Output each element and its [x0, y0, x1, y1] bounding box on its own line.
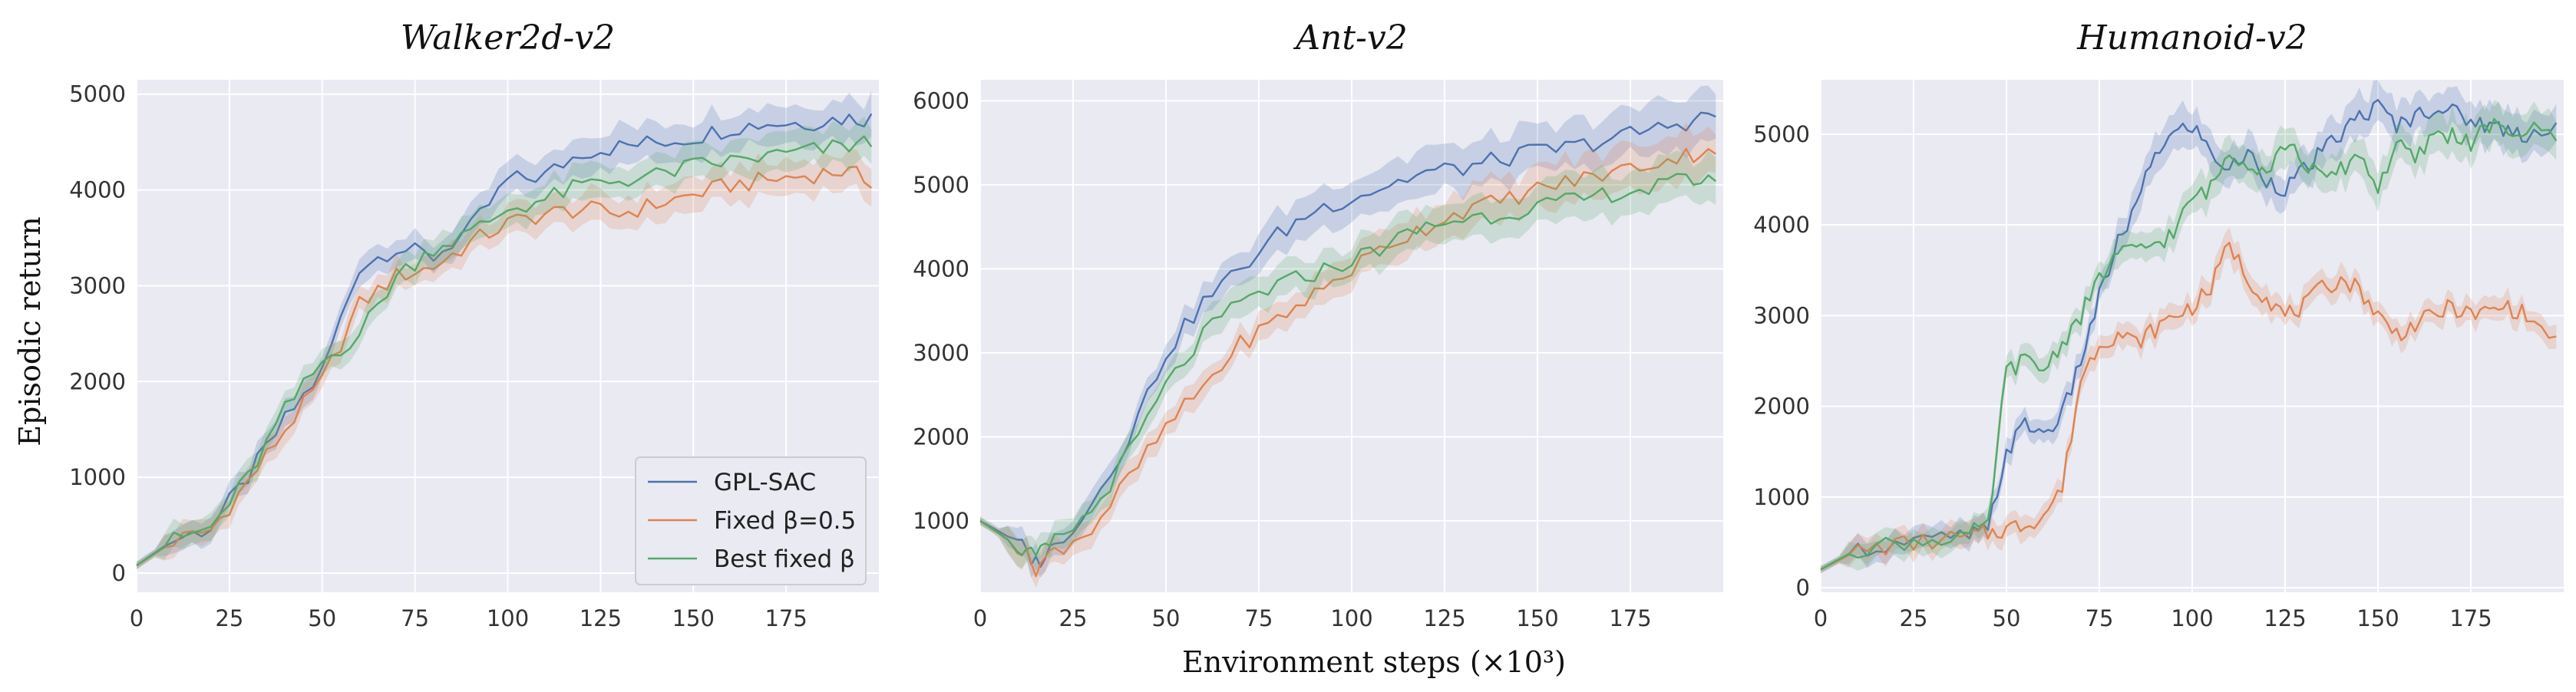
series-line: [1820, 117, 2558, 571]
x-tick-label: 0: [1814, 605, 1828, 631]
y-tick-label: 3000: [1753, 302, 1810, 328]
series-band: [1821, 80, 2557, 573]
x-tick-label: 50: [1993, 605, 2021, 631]
y-tick-label: 1000: [913, 508, 969, 534]
series-band: [980, 150, 1716, 571]
x-tick-label: 150: [2356, 605, 2399, 631]
series-line: [979, 173, 1717, 557]
series-band: [1821, 100, 2557, 574]
x-tick-label: 150: [672, 605, 715, 631]
legend-label-gpl: GPL-SAC: [714, 469, 816, 496]
y-tick-label: 1000: [69, 464, 126, 490]
x-tick-label: 100: [2171, 605, 2213, 631]
y-tick-label: 3000: [913, 340, 969, 366]
x-tick-label: 0: [973, 605, 987, 631]
x-tick-label: 50: [308, 605, 336, 631]
panel-2: 0 25 50 75 100 125 150 175 0 1000 2000 3000 4000 5000…: [1753, 18, 2564, 631]
x-tick-label: 150: [1516, 605, 1558, 631]
series-line: [136, 166, 873, 567]
panels: 0 25 50 75 100 125 150 175010002000300040005000…: [69, 18, 2564, 631]
series-band: [980, 85, 1716, 578]
panel-1: 0 25 50 75 100 125 150 175 1000 2000 3000 4000 5000 6…: [913, 18, 1723, 631]
x-tick-label: 175: [2449, 605, 2492, 631]
chart-title: Ant-v2: [1293, 18, 1408, 58]
x-tick-label: 125: [2264, 605, 2306, 631]
legend-box: [635, 456, 867, 585]
x-tick-label: 125: [1423, 605, 1465, 631]
y-tick-label: 0: [1796, 575, 1810, 601]
y-tick-label: 2000: [1753, 394, 1810, 420]
y-tick-label: 5000: [913, 172, 969, 198]
series-band: [137, 91, 872, 569]
x-axis-label: Environment steps (×10³): [1182, 645, 1566, 679]
series-line: [979, 111, 1716, 568]
y-tick-label: 2000: [69, 368, 126, 394]
series-line: [1820, 242, 2557, 571]
series-line: [1820, 99, 2558, 571]
x-tick-label: 175: [1609, 605, 1651, 631]
y-tick-label: 6000: [913, 87, 969, 114]
legend-label-best: Best fixed β: [714, 545, 855, 573]
panel-0: 0 25 50 75 100 125 150 175 0 1000 2000 3000 4000 5000…: [69, 18, 879, 631]
x-tick-label: 25: [1900, 605, 1928, 631]
chart-title: Walker2d-v2: [401, 18, 615, 58]
x-tick-label: 25: [1059, 605, 1088, 631]
x-tick-label: 50: [1152, 605, 1181, 631]
y-tick-label: 3000: [69, 272, 126, 298]
y-tick-label: 5000: [69, 81, 126, 107]
x-tick-label: 75: [2086, 605, 2114, 631]
x-tick-label: 125: [580, 605, 622, 631]
y-tick-label: 1000: [1753, 484, 1810, 510]
y-tick-label: 2000: [913, 423, 969, 450]
y-tick-label: 4000: [1753, 212, 1810, 238]
y-tick-label: 0: [112, 560, 126, 586]
x-tick-label: 100: [487, 605, 529, 631]
y-tick-label: 4000: [69, 177, 126, 203]
x-tick-label: 75: [1245, 605, 1273, 631]
legend: GPL-SAC Fixed β=0.5 Best fixed β: [635, 456, 867, 585]
legend-label-fixed: Fixed β=0.5: [714, 507, 856, 535]
series-line: [979, 147, 1716, 578]
x-tick-label: 100: [1330, 605, 1372, 631]
series-band: [980, 122, 1716, 588]
series-line: [136, 135, 873, 566]
x-tick-label: 75: [401, 605, 429, 631]
x-tick-label: 0: [130, 605, 144, 631]
series-band: [137, 116, 872, 570]
y-tick-label: 4000: [913, 255, 969, 282]
x-tick-label: 25: [215, 605, 243, 631]
y-axis-label: Episodic return: [13, 216, 47, 446]
y-tick-label: 5000: [1753, 121, 1810, 147]
chart-title: Humanoid-v2: [2076, 18, 2307, 58]
series-line: [136, 113, 873, 566]
x-tick-label: 175: [765, 605, 807, 631]
